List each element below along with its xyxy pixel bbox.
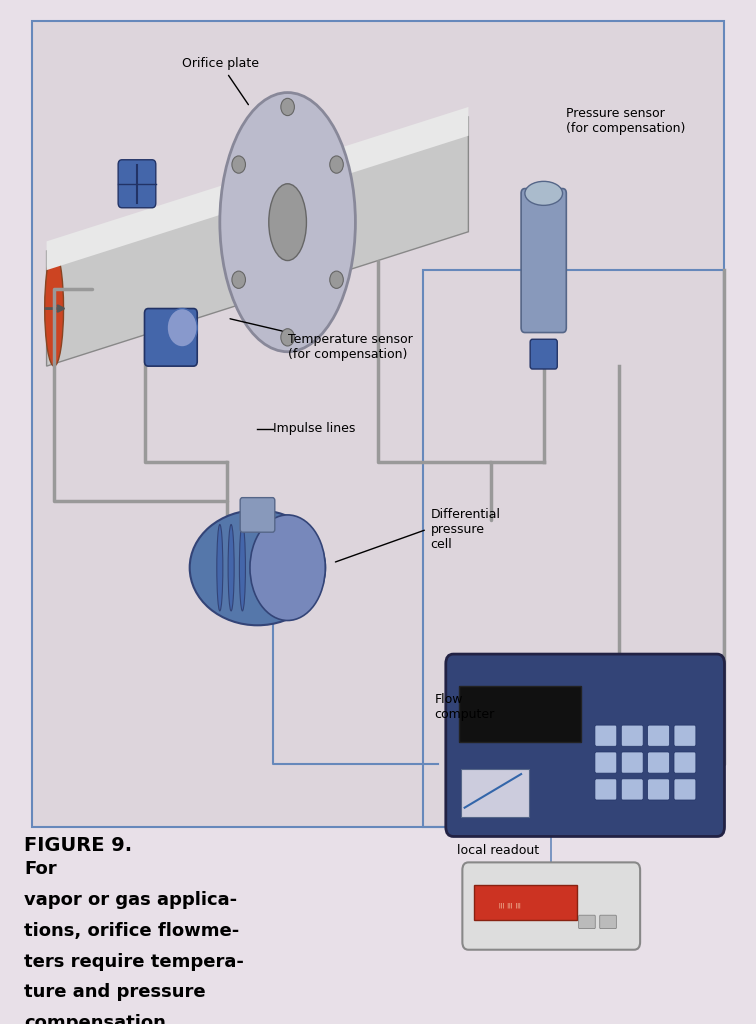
FancyBboxPatch shape — [621, 779, 643, 800]
FancyBboxPatch shape — [648, 725, 670, 746]
FancyBboxPatch shape — [621, 725, 643, 746]
Ellipse shape — [45, 251, 64, 367]
FancyBboxPatch shape — [530, 339, 557, 369]
FancyBboxPatch shape — [648, 752, 670, 773]
FancyBboxPatch shape — [144, 308, 197, 367]
Text: Orifice plate: Orifice plate — [182, 57, 259, 104]
Text: tions, orifice flowme-: tions, orifice flowme- — [24, 922, 239, 940]
FancyBboxPatch shape — [674, 752, 696, 773]
Polygon shape — [47, 106, 469, 270]
FancyBboxPatch shape — [460, 686, 581, 742]
Ellipse shape — [217, 524, 223, 611]
Text: Pressure sensor
(for compensation): Pressure sensor (for compensation) — [566, 108, 686, 135]
Ellipse shape — [240, 524, 246, 611]
FancyBboxPatch shape — [600, 915, 616, 929]
FancyBboxPatch shape — [118, 160, 156, 208]
Text: Temperature sensor
(for compensation): Temperature sensor (for compensation) — [230, 318, 412, 360]
FancyBboxPatch shape — [595, 779, 617, 800]
FancyBboxPatch shape — [595, 752, 617, 773]
Text: local readout: local readout — [457, 845, 539, 857]
FancyBboxPatch shape — [32, 20, 724, 826]
Ellipse shape — [330, 271, 343, 289]
FancyBboxPatch shape — [475, 886, 577, 920]
Text: compensation: compensation — [24, 1014, 166, 1024]
Text: ters require tempera-: ters require tempera- — [24, 952, 244, 971]
FancyBboxPatch shape — [578, 915, 595, 929]
Text: ture and pressure: ture and pressure — [24, 983, 206, 1001]
FancyBboxPatch shape — [648, 779, 670, 800]
Text: Differential
pressure
cell: Differential pressure cell — [431, 508, 500, 551]
Ellipse shape — [280, 329, 294, 346]
Ellipse shape — [280, 98, 294, 116]
Text: Flow
computer: Flow computer — [435, 693, 494, 721]
Text: |||  |||  |||: ||| ||| ||| — [498, 903, 520, 908]
FancyBboxPatch shape — [674, 779, 696, 800]
Ellipse shape — [525, 181, 562, 206]
Polygon shape — [47, 117, 469, 367]
Polygon shape — [461, 769, 528, 817]
Ellipse shape — [220, 92, 355, 351]
FancyBboxPatch shape — [240, 498, 275, 532]
Ellipse shape — [330, 156, 343, 173]
Text: For: For — [24, 860, 57, 879]
FancyBboxPatch shape — [521, 188, 566, 333]
Text: vapor or gas applica-: vapor or gas applica- — [24, 891, 237, 909]
Text: Impulse lines: Impulse lines — [273, 422, 355, 435]
Ellipse shape — [232, 271, 246, 289]
FancyBboxPatch shape — [595, 725, 617, 746]
Ellipse shape — [250, 515, 325, 621]
Ellipse shape — [269, 183, 306, 260]
FancyBboxPatch shape — [463, 862, 640, 949]
Ellipse shape — [190, 510, 325, 626]
Ellipse shape — [228, 524, 234, 611]
FancyBboxPatch shape — [621, 752, 643, 773]
FancyBboxPatch shape — [446, 654, 724, 837]
Ellipse shape — [167, 308, 197, 347]
FancyBboxPatch shape — [674, 725, 696, 746]
Text: FIGURE 9.: FIGURE 9. — [24, 837, 132, 855]
Ellipse shape — [232, 156, 246, 173]
